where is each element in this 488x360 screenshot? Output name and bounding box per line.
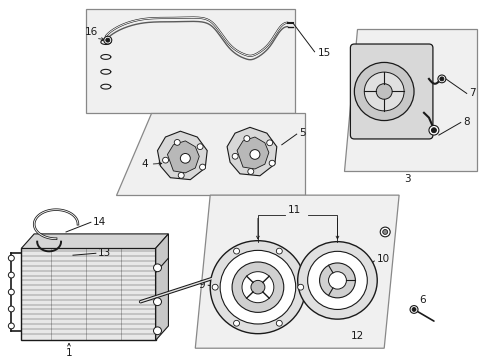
Circle shape	[180, 153, 190, 163]
Circle shape	[8, 306, 14, 312]
Polygon shape	[237, 137, 268, 169]
Polygon shape	[344, 28, 476, 171]
Circle shape	[232, 153, 238, 159]
Text: 11: 11	[287, 205, 301, 215]
Text: 7: 7	[468, 89, 474, 98]
Polygon shape	[21, 234, 168, 248]
Text: 13: 13	[98, 248, 111, 258]
Text: 4: 4	[142, 159, 148, 169]
Circle shape	[439, 77, 443, 81]
Polygon shape	[195, 195, 398, 348]
Circle shape	[382, 230, 387, 234]
Circle shape	[354, 62, 413, 121]
Text: 2: 2	[240, 270, 246, 280]
Polygon shape	[155, 234, 168, 341]
Polygon shape	[21, 248, 155, 341]
Circle shape	[233, 320, 239, 326]
Circle shape	[197, 144, 203, 149]
Circle shape	[268, 160, 275, 166]
Circle shape	[276, 320, 282, 326]
Polygon shape	[226, 127, 276, 176]
Circle shape	[199, 164, 205, 170]
Circle shape	[8, 289, 14, 295]
Circle shape	[428, 125, 438, 135]
Circle shape	[105, 38, 109, 42]
Circle shape	[297, 284, 303, 290]
Circle shape	[8, 323, 14, 329]
Circle shape	[247, 168, 253, 175]
Circle shape	[411, 307, 415, 311]
Circle shape	[153, 298, 161, 306]
Circle shape	[232, 262, 283, 312]
Text: 10: 10	[376, 254, 389, 264]
Circle shape	[242, 272, 273, 303]
Circle shape	[8, 255, 14, 261]
Circle shape	[249, 150, 260, 159]
Text: 14: 14	[93, 217, 106, 227]
Circle shape	[319, 263, 355, 298]
Text: 1: 1	[65, 348, 72, 358]
Circle shape	[307, 251, 366, 310]
Circle shape	[266, 140, 272, 146]
FancyBboxPatch shape	[350, 44, 432, 139]
Circle shape	[233, 248, 239, 254]
Circle shape	[212, 284, 218, 290]
Circle shape	[297, 242, 376, 319]
Circle shape	[153, 327, 161, 335]
Circle shape	[162, 157, 168, 163]
Circle shape	[174, 139, 180, 145]
Polygon shape	[167, 141, 199, 173]
Circle shape	[178, 172, 184, 178]
Circle shape	[328, 272, 346, 289]
Polygon shape	[116, 113, 304, 195]
Circle shape	[153, 264, 161, 272]
Bar	[86, 9, 294, 113]
Circle shape	[276, 248, 282, 254]
Text: 16: 16	[85, 27, 98, 37]
Circle shape	[244, 136, 249, 141]
Circle shape	[380, 227, 389, 237]
Circle shape	[375, 84, 391, 99]
Circle shape	[364, 72, 403, 111]
Circle shape	[103, 36, 112, 44]
Circle shape	[409, 306, 417, 313]
Text: 9: 9	[198, 280, 205, 290]
Circle shape	[430, 128, 435, 132]
Circle shape	[437, 75, 445, 83]
Polygon shape	[157, 131, 207, 180]
Circle shape	[220, 250, 295, 324]
Text: 15: 15	[317, 48, 330, 58]
Text: 3: 3	[403, 174, 409, 184]
Circle shape	[250, 280, 264, 294]
Text: 5: 5	[298, 128, 305, 138]
Text: 8: 8	[462, 117, 468, 126]
Text: 6: 6	[418, 295, 425, 305]
Text: 12: 12	[350, 330, 363, 341]
Circle shape	[8, 272, 14, 278]
Circle shape	[210, 241, 305, 334]
